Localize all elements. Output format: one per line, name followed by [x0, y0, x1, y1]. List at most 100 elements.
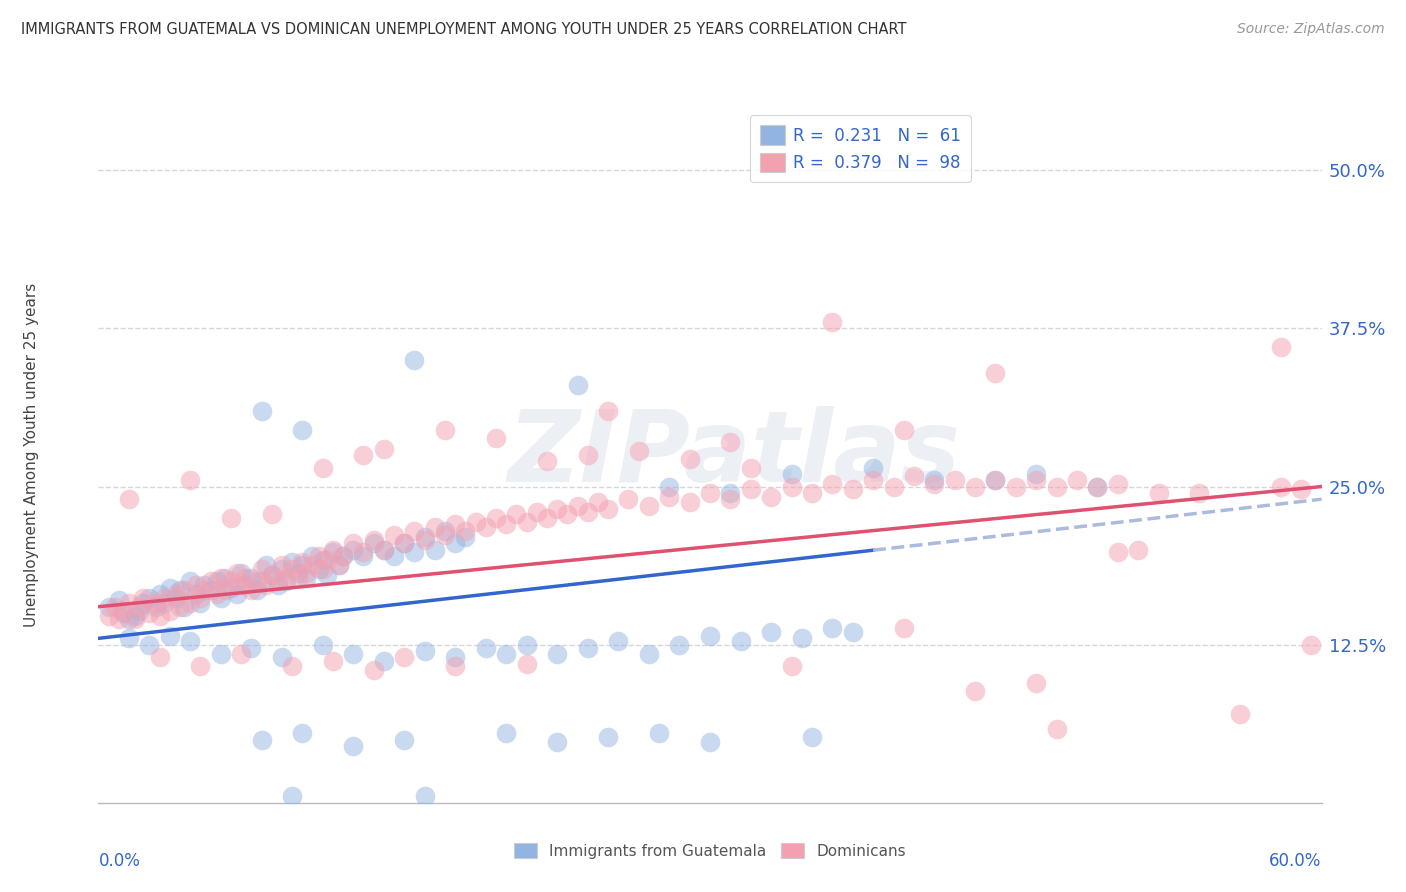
- Point: [373, 542, 395, 557]
- Point: [128, 599, 150, 614]
- Point: [546, 647, 568, 661]
- Point: [250, 403, 273, 417]
- Point: [124, 612, 146, 626]
- Point: [598, 403, 620, 417]
- Point: [699, 486, 721, 500]
- Point: [485, 511, 508, 525]
- Point: [404, 524, 426, 538]
- Point: [444, 536, 467, 550]
- Point: [188, 659, 212, 673]
- Point: [124, 608, 146, 623]
- Point: [363, 533, 385, 547]
- Point: [159, 581, 181, 595]
- Point: [231, 647, 253, 661]
- Point: [1045, 479, 1069, 493]
- Point: [291, 556, 314, 570]
- Point: [821, 621, 844, 635]
- Point: [576, 505, 599, 519]
- Point: [780, 467, 803, 481]
- Point: [699, 735, 721, 749]
- Point: [308, 562, 330, 576]
- Point: [413, 533, 436, 547]
- Point: [226, 566, 249, 580]
- Point: [444, 650, 467, 665]
- Point: [152, 596, 174, 610]
- Point: [145, 596, 167, 610]
- Point: [576, 641, 599, 656]
- Point: [474, 520, 498, 534]
- Point: [240, 571, 263, 585]
- Point: [332, 549, 354, 563]
- Point: [526, 505, 548, 519]
- Point: [138, 638, 160, 652]
- Text: 0.0%: 0.0%: [98, 852, 141, 870]
- Point: [179, 473, 201, 487]
- Point: [250, 574, 273, 589]
- Point: [219, 581, 242, 595]
- Point: [231, 566, 253, 580]
- Point: [790, 632, 813, 646]
- Point: [328, 558, 350, 572]
- Point: [1372, 467, 1395, 481]
- Point: [108, 612, 131, 626]
- Point: [1128, 542, 1150, 557]
- Point: [922, 473, 945, 487]
- Point: [281, 556, 304, 570]
- Point: [231, 578, 253, 592]
- Point: [186, 587, 208, 601]
- Text: Source: ZipAtlas.com: Source: ZipAtlas.com: [1237, 22, 1385, 37]
- Point: [118, 632, 141, 646]
- Point: [638, 647, 661, 661]
- Point: [291, 726, 314, 740]
- Point: [392, 650, 416, 665]
- Point: [373, 542, 395, 557]
- Text: ZIPatlas: ZIPatlas: [508, 407, 962, 503]
- Point: [205, 574, 228, 589]
- Point: [423, 542, 446, 557]
- Point: [363, 536, 385, 550]
- Point: [240, 641, 263, 656]
- Point: [108, 593, 131, 607]
- Point: [260, 568, 283, 582]
- Point: [287, 566, 309, 580]
- Point: [240, 583, 263, 598]
- Point: [382, 549, 405, 563]
- Point: [274, 574, 297, 589]
- Point: [382, 527, 405, 541]
- Point: [1045, 723, 1069, 737]
- Point: [315, 568, 337, 582]
- Point: [984, 366, 1007, 380]
- Point: [270, 558, 294, 572]
- Point: [342, 647, 364, 661]
- Point: [322, 545, 344, 559]
- Point: [250, 732, 273, 747]
- Point: [495, 517, 517, 532]
- Point: [1107, 477, 1129, 491]
- Point: [444, 517, 467, 532]
- Point: [104, 599, 127, 614]
- Point: [1025, 675, 1047, 690]
- Point: [740, 482, 762, 496]
- Point: [281, 659, 304, 673]
- Point: [423, 520, 446, 534]
- Point: [516, 657, 538, 671]
- Point: [679, 494, 702, 508]
- Point: [841, 625, 863, 640]
- Point: [209, 571, 232, 585]
- Point: [165, 587, 187, 601]
- Point: [281, 562, 304, 576]
- Point: [1085, 479, 1108, 493]
- Point: [699, 629, 721, 643]
- Point: [373, 654, 395, 668]
- Point: [648, 726, 671, 740]
- Text: IMMIGRANTS FROM GUATEMALA VS DOMINICAN UNEMPLOYMENT AMONG YOUTH UNDER 25 YEARS C: IMMIGRANTS FROM GUATEMALA VS DOMINICAN U…: [21, 22, 907, 37]
- Point: [720, 486, 742, 500]
- Point: [322, 654, 344, 668]
- Point: [943, 473, 966, 487]
- Point: [312, 460, 335, 475]
- Point: [434, 527, 457, 541]
- Point: [638, 499, 661, 513]
- Point: [295, 566, 318, 580]
- Point: [291, 558, 314, 572]
- Point: [444, 659, 467, 673]
